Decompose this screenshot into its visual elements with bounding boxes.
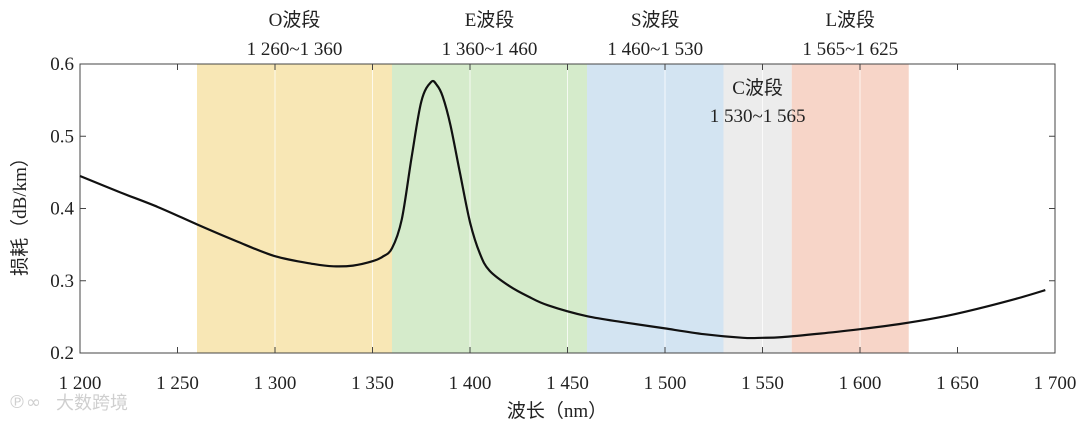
band-name-label: C波段 bbox=[732, 77, 783, 99]
band-range-label: 1 260~1 360 bbox=[247, 39, 343, 60]
x-axis-label: 波长（nm） bbox=[507, 400, 607, 422]
x-tick-label: 1 300 bbox=[254, 373, 297, 394]
band-2 bbox=[587, 64, 724, 353]
band-range-label: 1 360~1 460 bbox=[442, 39, 538, 60]
x-tick-label: 1 450 bbox=[546, 373, 589, 394]
x-tick-label: 1 600 bbox=[839, 373, 882, 394]
band-1 bbox=[392, 64, 587, 353]
y-tick-label: 0.4 bbox=[50, 199, 74, 220]
band-3 bbox=[723, 64, 792, 353]
y-tick-label: 0.5 bbox=[50, 126, 74, 147]
band-range-label: 1 565~1 625 bbox=[802, 39, 898, 60]
band-labels: O波段 1 260~1 360 E波段 1 360~1 460 S波段 1 460~1 5… bbox=[247, 9, 899, 127]
x-tick-label: 1 700 bbox=[1034, 373, 1077, 394]
y-axis-label: 损耗（dB/km） bbox=[9, 148, 31, 276]
wavelength-bands bbox=[197, 64, 909, 353]
band-range-label: 1 530~1 565 bbox=[710, 106, 806, 127]
loss-curve bbox=[79, 79, 1046, 340]
watermark-text: 大数跨境 bbox=[56, 393, 128, 414]
y-tick-label: 0.3 bbox=[50, 271, 74, 292]
x-tick-label: 1 550 bbox=[741, 373, 784, 394]
axis-ticks: 1 200 1 250 1 300 1 350 1 400 1 450 1 500 1 550… bbox=[50, 54, 1076, 394]
x-tick-label: 1 250 bbox=[156, 373, 199, 394]
band-name-label: O波段 bbox=[269, 9, 321, 31]
band-range-label: 1 460~1 530 bbox=[607, 39, 703, 60]
x-tick-label: 1 200 bbox=[59, 373, 102, 394]
y-tick-label: 0.2 bbox=[50, 343, 74, 364]
band-name-label: S波段 bbox=[631, 9, 680, 31]
watermark: ℗∞ 大数跨境 bbox=[8, 392, 128, 414]
vertical-grid bbox=[177, 64, 958, 353]
band-0 bbox=[197, 64, 392, 353]
x-tick-label: 1 350 bbox=[351, 373, 394, 394]
band-name-label: E波段 bbox=[465, 9, 515, 31]
loss-curve-layer bbox=[79, 79, 1046, 340]
band-4 bbox=[791, 64, 909, 353]
x-tick-label: 1 650 bbox=[936, 373, 979, 394]
x-tick-label: 1 500 bbox=[644, 373, 687, 394]
y-tick-label: 0.6 bbox=[50, 54, 74, 75]
watermark-logo-icon: ℗∞ bbox=[8, 392, 41, 413]
band-name-label: L波段 bbox=[825, 9, 875, 31]
x-tick-label: 1 400 bbox=[449, 373, 492, 394]
